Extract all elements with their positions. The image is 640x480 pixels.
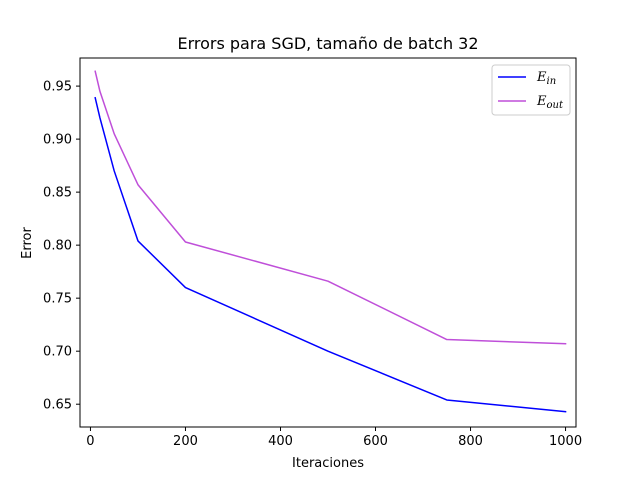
legend-label-ein: Ein [536, 70, 556, 87]
y-tick-label: 0.75 [43, 292, 72, 307]
legend-label-ein-sub: in [547, 76, 557, 87]
y-tick-label: 0.85 [43, 186, 72, 201]
y-tick-label: 0.80 [43, 239, 72, 254]
x-tick-label: 0 [86, 434, 94, 449]
legend-label-ein-main: E [536, 70, 547, 85]
legend-label-eout-sub: out [547, 100, 564, 111]
x-axis: 0 200 400 600 800 1000 [86, 427, 582, 449]
plot-lines [94, 70, 567, 413]
series-line-out [94, 70, 567, 345]
x-tick-label: 200 [173, 434, 198, 449]
y-axis-label: Error [20, 227, 35, 259]
x-axis-label: Iteraciones [292, 456, 364, 471]
x-tick-label: 1000 [549, 434, 582, 449]
y-tick-label: 0.90 [43, 133, 72, 148]
x-tick-label: 400 [268, 434, 293, 449]
legend-label-eout-main: E [536, 94, 547, 109]
legend: Ein Eout [491, 64, 571, 116]
x-tick-label: 800 [458, 434, 483, 449]
legend-label-eout: Eout [536, 94, 564, 111]
plot-frame [79, 57, 577, 428]
y-tick-label: 0.70 [43, 345, 72, 360]
x-tick-label: 600 [363, 434, 388, 449]
y-tick-label: 0.65 [43, 398, 72, 413]
chart-title: Errors para SGD, tamaño de batch 32 [177, 34, 478, 53]
series-line-in [94, 96, 567, 413]
y-axis: 0.65 0.70 0.75 0.80 0.85 0.90 0.95 [43, 80, 80, 413]
y-tick-label: 0.95 [43, 80, 72, 95]
